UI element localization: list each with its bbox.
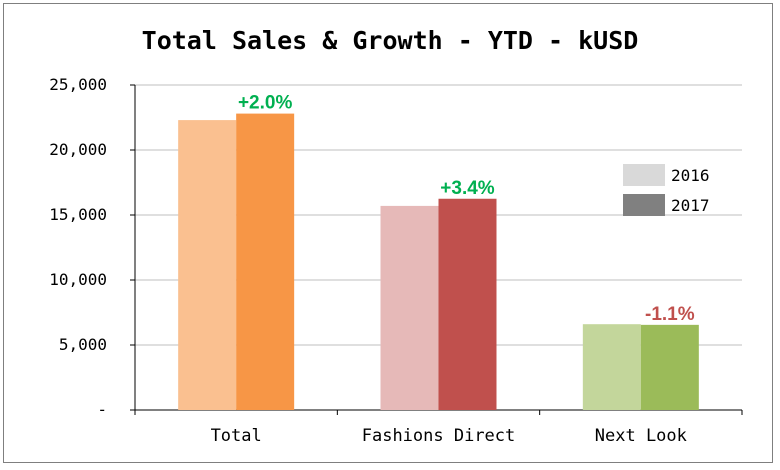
category-label: Total	[211, 426, 262, 446]
y-tick-label: 20,000	[49, 140, 107, 159]
legend-label: 2017	[671, 196, 710, 215]
bar-2017	[438, 198, 497, 410]
category-label: Fashions Direct	[362, 426, 516, 446]
bar-2016	[380, 205, 439, 410]
y-tick-label: 25,000	[49, 75, 107, 94]
y-tick-label: 10,000	[49, 270, 107, 289]
y-tick-label: -	[97, 400, 107, 419]
legend-label: 2016	[671, 166, 710, 185]
growth-label: +3.4%	[440, 178, 495, 199]
y-tick-label: 15,000	[49, 205, 107, 224]
chart-title: Total Sales & Growth - YTD - kUSD	[141, 26, 639, 55]
legend-swatch-2017	[623, 194, 665, 216]
category-label: Next Look	[595, 426, 687, 446]
bar-2016	[178, 120, 237, 410]
bar-2017	[236, 113, 295, 410]
bar-2017	[640, 324, 699, 410]
growth-label: -1.1%	[645, 304, 695, 325]
y-tick-label: 5,000	[59, 335, 107, 354]
bar-2016	[582, 324, 641, 410]
growth-label: +2.0%	[238, 93, 293, 114]
legend-swatch-2016	[623, 164, 665, 186]
